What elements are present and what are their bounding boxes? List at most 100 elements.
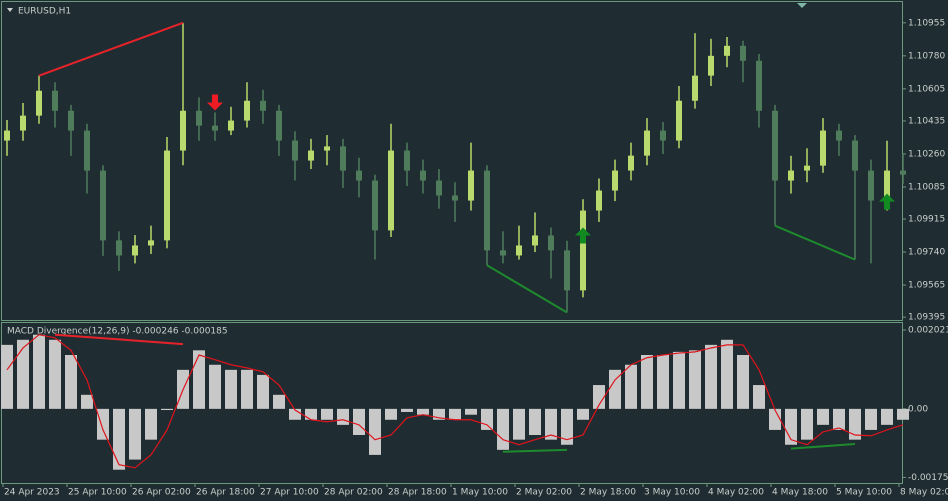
candle-body bbox=[84, 130, 90, 171]
y-tick-label: 1.09565 bbox=[908, 281, 945, 291]
histogram-bar bbox=[241, 369, 253, 409]
divergence-line bbox=[502, 448, 568, 453]
candle-body bbox=[452, 195, 458, 201]
x-tick-label: 3 May 10:00 bbox=[644, 488, 700, 498]
candle-body bbox=[740, 45, 746, 61]
histogram-bar bbox=[209, 364, 221, 409]
histogram-bar bbox=[465, 408, 477, 415]
signal-arrow bbox=[879, 193, 895, 210]
x-tick-label: 26 Apr 18:00 bbox=[196, 488, 255, 498]
divergence-line bbox=[38, 21, 184, 77]
histogram-bar bbox=[305, 408, 317, 420]
histogram-bar bbox=[593, 385, 605, 409]
histogram-bar bbox=[369, 408, 381, 455]
histogram-bar bbox=[721, 339, 733, 409]
candle-body bbox=[692, 75, 698, 101]
histogram-bar bbox=[881, 408, 893, 425]
histogram-bar bbox=[225, 369, 237, 409]
candle-body bbox=[308, 150, 314, 161]
candle-body bbox=[212, 125, 218, 131]
candle-body bbox=[772, 110, 778, 181]
candle-body bbox=[724, 45, 730, 56]
candle-body bbox=[884, 170, 890, 201]
histogram-bar bbox=[689, 350, 701, 409]
candle-body bbox=[836, 130, 842, 141]
histogram-bar bbox=[641, 355, 653, 409]
histogram-bar bbox=[1, 344, 13, 409]
histogram-bar bbox=[161, 408, 173, 411]
divergence-line bbox=[774, 224, 856, 261]
histogram-bar bbox=[513, 408, 525, 440]
histogram-bar bbox=[545, 408, 557, 440]
candle-body bbox=[644, 130, 650, 156]
histogram-bar bbox=[193, 350, 205, 409]
candle-body bbox=[676, 100, 682, 141]
histogram-bar bbox=[273, 394, 285, 409]
histogram-bar bbox=[289, 408, 301, 420]
histogram-bar bbox=[257, 374, 269, 409]
signal-arrow bbox=[207, 94, 223, 111]
candle-body bbox=[580, 210, 586, 291]
candle-body bbox=[276, 110, 282, 141]
candle-body bbox=[228, 120, 234, 131]
histogram-bar bbox=[497, 408, 509, 450]
candle-body bbox=[420, 170, 426, 181]
histogram-bar bbox=[65, 355, 77, 409]
x-tick-label: 5 May 10:00 bbox=[836, 488, 892, 498]
candle-body bbox=[100, 170, 106, 241]
candle-body bbox=[356, 170, 362, 181]
shift-marker bbox=[797, 3, 807, 8]
candle-body bbox=[900, 170, 906, 175]
candle-body bbox=[468, 170, 474, 201]
histogram-bar bbox=[81, 394, 93, 409]
histogram-bar bbox=[817, 408, 829, 425]
histogram-bar bbox=[145, 408, 157, 440]
candle-body bbox=[532, 235, 538, 246]
histogram-bar bbox=[705, 344, 717, 409]
histogram-bar bbox=[353, 408, 365, 435]
candle-body bbox=[36, 90, 42, 116]
candle-body bbox=[804, 165, 810, 171]
histogram-bar bbox=[753, 385, 765, 409]
histogram-bar bbox=[865, 408, 877, 430]
candle-body bbox=[244, 100, 250, 121]
y-tick-label: 1.10435 bbox=[908, 116, 945, 126]
histogram-bar bbox=[561, 408, 573, 445]
histogram-bar bbox=[801, 408, 813, 440]
histogram-bar bbox=[433, 408, 445, 420]
candle-body bbox=[612, 170, 618, 191]
y-tick-label: 1.09915 bbox=[908, 215, 945, 225]
candle-body bbox=[820, 130, 826, 166]
candle-body bbox=[292, 140, 298, 161]
candle-body bbox=[116, 240, 122, 256]
candle-body bbox=[68, 110, 74, 131]
candle-body bbox=[180, 110, 186, 151]
histogram-bar bbox=[737, 355, 749, 409]
candle-body bbox=[148, 240, 154, 246]
y-tick-label: 0.002021 bbox=[908, 325, 948, 335]
candle-body bbox=[404, 150, 410, 171]
signal-line bbox=[6, 334, 904, 469]
histogram-bar bbox=[769, 408, 781, 430]
histogram-bar bbox=[449, 408, 461, 420]
y-tick-label: 1.09740 bbox=[908, 248, 945, 258]
histogram-bar bbox=[49, 339, 61, 409]
candle-body bbox=[708, 55, 714, 76]
candle-body bbox=[20, 115, 26, 131]
histogram-bar bbox=[401, 408, 413, 412]
histogram-bar bbox=[577, 408, 589, 420]
candle-body bbox=[372, 180, 378, 231]
candle-body bbox=[164, 150, 170, 241]
histogram-bar bbox=[785, 408, 797, 445]
histogram-bar bbox=[417, 408, 429, 415]
histogram-bar bbox=[385, 408, 397, 420]
candle-body bbox=[564, 250, 570, 291]
y-tick-label: 0.00 bbox=[908, 404, 928, 414]
x-tick-label: 2 May 18:00 bbox=[580, 488, 636, 498]
y-tick-label: 1.10085 bbox=[908, 182, 945, 192]
candle-body bbox=[628, 155, 634, 171]
y-tick-label: 1.10955 bbox=[908, 18, 945, 28]
x-tick-label: 1 May 10:00 bbox=[452, 488, 508, 498]
candle-body bbox=[388, 150, 394, 231]
